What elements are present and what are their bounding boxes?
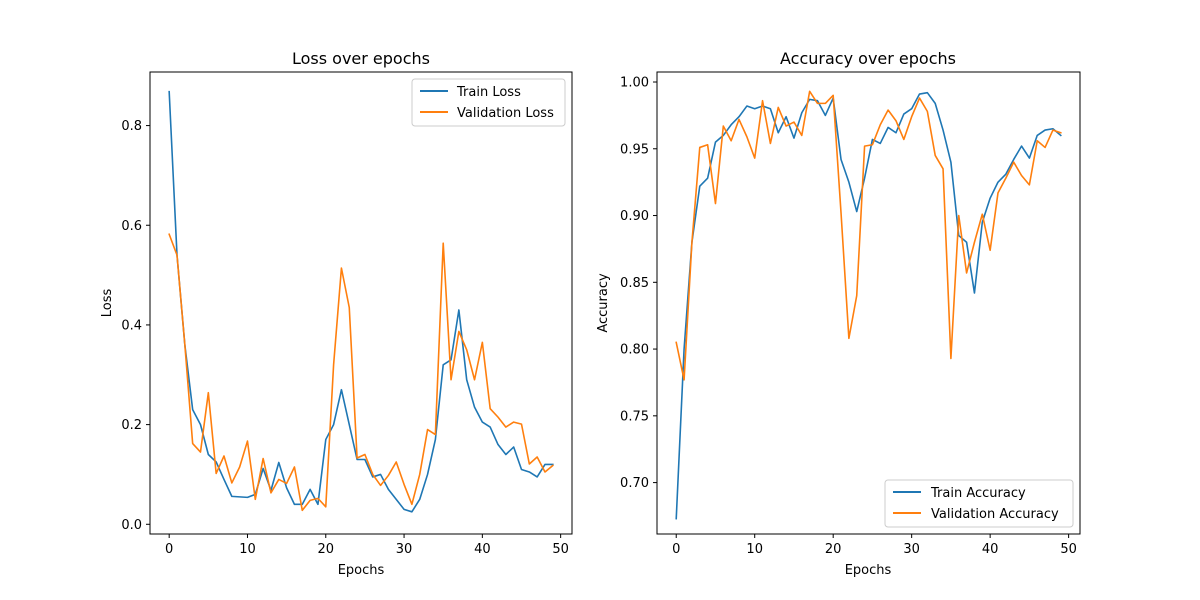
accuracy-legend: Train Accuracy Validation Accuracy xyxy=(884,479,1074,528)
accuracy-y-tick-label: 0.85 xyxy=(620,276,649,291)
loss-y-axis-label: Loss xyxy=(100,289,115,318)
accuracy-plot-frame xyxy=(656,71,1081,535)
accuracy-y-tick-label: 0.90 xyxy=(620,209,649,224)
loss-legend-train-label: Train Loss xyxy=(456,85,521,100)
accuracy-x-tick-label: 20 xyxy=(825,542,842,557)
accuracy-x-axis-label: Epochs xyxy=(845,563,892,578)
loss-y-tick-label: 0.6 xyxy=(121,219,142,234)
loss-chart: Loss over epochs 0 10 20 30 40 50 0.00.20.40.… xyxy=(100,49,573,578)
accuracy-y-tick-label: 0.80 xyxy=(620,343,649,358)
accuracy-y-tick-label: 1.00 xyxy=(620,76,649,91)
accuracy-x-ticks: 0 10 20 30 40 50 xyxy=(672,534,1077,557)
accuracy-chart: Accuracy over epochs 0 10 20 30 40 50 0.700.7… xyxy=(596,49,1081,578)
accuracy-y-axis-label: Accuracy xyxy=(596,273,611,333)
loss-x-tick-label: 30 xyxy=(396,542,413,557)
accuracy-y-tick-label: 0.70 xyxy=(620,476,649,491)
accuracy-series-line-train xyxy=(675,91,1062,520)
loss-x-tick-label: 50 xyxy=(552,542,569,557)
accuracy-x-tick-label: 50 xyxy=(1060,542,1077,557)
loss-y-tick-label: 0.4 xyxy=(121,318,142,333)
loss-x-axis-label: Epochs xyxy=(338,563,385,578)
loss-x-tick-label: 10 xyxy=(239,542,256,557)
loss-y-ticks: 0.0 0.2 0.4 0.6 0.8 xyxy=(121,119,150,533)
loss-x-tick-label: 0 xyxy=(165,542,173,557)
accuracy-x-tick-label: 0 xyxy=(672,542,680,557)
loss-x-tick-label: 20 xyxy=(317,542,334,557)
loss-legend: Train Loss Validation Loss xyxy=(411,78,566,127)
loss-series-line-train xyxy=(168,90,554,513)
loss-x-tick-label: 40 xyxy=(474,542,491,557)
accuracy-x-tick-label: 40 xyxy=(982,542,999,557)
loss-y-tick-label: 0.2 xyxy=(121,418,142,433)
loss-plot-frame xyxy=(149,71,573,535)
loss-series-layer xyxy=(168,90,554,513)
loss-y-tick-label: 0.0 xyxy=(121,518,142,533)
loss-legend-box xyxy=(411,78,566,127)
accuracy-chart-title: Accuracy over epochs xyxy=(780,49,956,68)
accuracy-series-line-validation xyxy=(675,90,1062,381)
accuracy-x-tick-label: 10 xyxy=(746,542,763,557)
accuracy-x-tick-label: 30 xyxy=(903,542,920,557)
accuracy-legend-validation-label: Validation Accuracy xyxy=(931,507,1059,522)
loss-series-line-validation xyxy=(168,233,554,512)
accuracy-y-ticks: 0.70 0.75 0.80 0.85 0.90 0.95 1.00 xyxy=(620,76,657,491)
accuracy-y-tick-label: 0.95 xyxy=(620,142,649,157)
loss-legend-validation-label: Validation Loss xyxy=(457,106,554,121)
loss-x-ticks: 0 10 20 30 40 50 xyxy=(165,534,569,557)
accuracy-legend-box xyxy=(884,479,1074,528)
loss-chart-title: Loss over epochs xyxy=(292,49,430,68)
loss-y-tick-label: 0.8 xyxy=(121,119,142,134)
accuracy-y-tick-label: 0.75 xyxy=(620,409,649,424)
accuracy-legend-train-label: Train Accuracy xyxy=(930,486,1026,501)
accuracy-series-layer xyxy=(675,90,1062,520)
